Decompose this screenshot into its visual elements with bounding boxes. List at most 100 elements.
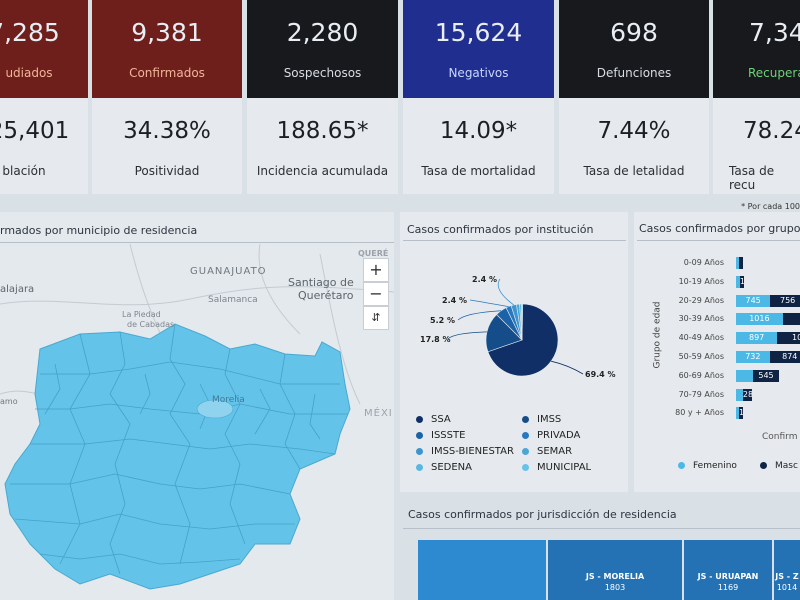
stat-value: 7,285 [0, 18, 60, 47]
label-queretaro-city-line1: Santiago de [288, 276, 354, 289]
stat-value: 9,381 [131, 18, 203, 47]
kpi-label: Tasa de recu [729, 164, 775, 192]
age-bar-masculino[interactable]: 756 [770, 294, 800, 307]
legend-swatch [522, 447, 529, 455]
stat-label: Recupera [748, 66, 800, 80]
jurisdiction-title-underline [403, 528, 800, 529]
legend-label: MUNICIPAL [537, 462, 592, 473]
age-bar-masculino[interactable]: 1085 [777, 332, 800, 345]
legend-item-imss-bienestar[interactable]: IMSS-BIENESTAR [416, 446, 514, 457]
label-queretaro-city: Santiago de Querétaro [288, 276, 357, 302]
label-piedad-line1: La Piedad [122, 310, 161, 319]
age-bar-femenino[interactable] [736, 369, 754, 382]
legend-item-municipal[interactable]: MUNICIPAL [522, 462, 591, 473]
lake-shape [196, 399, 234, 419]
kpi-label: blación [2, 164, 46, 178]
jurisdiction-value: 1803 [604, 583, 626, 592]
age-bar-femenino[interactable]: 1016 [736, 313, 783, 326]
legend-item-semar[interactable]: SEMAR [522, 446, 572, 457]
pie-leader-line [447, 331, 487, 340]
legend-item-privada[interactable]: PRIVADA [522, 430, 580, 441]
age-group-label: 30-39 Años [678, 314, 724, 324]
footnote: * Por cada 100 [741, 202, 800, 211]
age-bar-femenino[interactable] [736, 407, 739, 420]
legend-item-sedena[interactable]: SEDENA [416, 462, 472, 473]
legend-label: Masc [775, 461, 798, 471]
stat-card-negativos: 15,624 Negativos [403, 0, 554, 98]
jurisdiction-tile[interactable]: JS - Z 1014 [774, 540, 800, 600]
age-bar-femenino[interactable]: 745 [736, 294, 771, 307]
age-title: Casos confirmados por grupo [639, 222, 800, 235]
stat-card-sospechosos: 2,280 Sospechosos [247, 0, 398, 98]
label-queretaro-city-line2: Querétaro [298, 289, 354, 302]
label-morelia: Morelia [212, 395, 245, 405]
jurisdiction-tile[interactable]: JS - MORELIA 1803 [548, 540, 682, 600]
label-salamanca: Salamanca [208, 295, 258, 305]
age-group-label: 80 y + Años [675, 408, 724, 418]
legend-swatch [522, 431, 529, 439]
age-x-label: Confirm [762, 432, 798, 442]
zoom-in-button[interactable]: + [363, 258, 389, 282]
age-bar-femenino[interactable]: 732 [736, 351, 770, 363]
age-bar-masculino[interactable]: 13 [739, 407, 743, 420]
map-title: rmados por municipio de residencia [0, 224, 198, 237]
pie-leader-line [551, 360, 584, 375]
age-bar-masculino[interactable]: 16 [739, 275, 745, 288]
legend-swatch [522, 415, 529, 423]
jurisdiction-title: Casos confirmados por jurisdicción de re… [408, 508, 677, 521]
stat-label: Defunciones [596, 66, 672, 80]
label-jalajara: alajara [0, 284, 34, 295]
age-bar-masculino[interactable]: 874 [769, 351, 800, 363]
jurisdiction-tile[interactable]: JS - URUAPAN 1169 [684, 540, 772, 600]
legend-label: SEDENA [431, 462, 473, 473]
zoom-out-button[interactable]: − [363, 282, 389, 306]
kpi-label: Tasa de mortalidad [421, 164, 536, 178]
legend-swatch [760, 462, 767, 469]
legend-swatch [416, 415, 423, 423]
age-group-label: 50-59 Años [678, 352, 724, 361]
age-bar-femenino[interactable] [736, 275, 740, 288]
map-title-underline [0, 242, 394, 243]
stat-label: Sospechosos [283, 66, 362, 80]
age-group-label: 10-19 Años [678, 276, 724, 286]
legend-label: IMSS [537, 414, 562, 425]
jurisdiction-name: JS - URUAPAN [697, 572, 759, 581]
legend-item-issste[interactable]: ISSSTE [416, 430, 465, 441]
age-legend-item-femenino[interactable]: Femenino [678, 461, 737, 471]
age-bar-masculino[interactable]: 28 [742, 388, 753, 401]
stat-card-confirmados: 9,381 Confirmados [92, 0, 242, 98]
kpi-value: 25,401 [0, 118, 70, 144]
age-bar-masculino[interactable] [739, 257, 743, 269]
age-bar-masculino[interactable]: 117 [782, 313, 800, 326]
kpi-label: Positividad [134, 164, 200, 178]
stat-label: udiados [5, 66, 53, 80]
legend-item-ssa[interactable]: SSA [416, 414, 451, 425]
reset-north-button[interactable]: ⇵ [363, 306, 389, 330]
jurisdiction-name: JS - MORELIA [585, 572, 645, 581]
stat-card-recuperados: 7,34 Recupera [713, 0, 800, 98]
age-bar-femenino[interactable] [736, 388, 743, 401]
institution-title: Casos confirmados por institución [407, 223, 594, 236]
stat-value: 15,624 [434, 18, 523, 47]
legend-label: SEMAR [537, 446, 573, 457]
institution-pie-chart[interactable]: 69.4 % 17.8 % 5.2 % 2.4 % 2.4 % [400, 260, 628, 400]
kpi-card-letalidad: 7.44% Tasa de letalidad [559, 98, 709, 194]
label-piedad-line2: de Cabadas [127, 320, 174, 329]
age-bar-femenino[interactable] [736, 257, 739, 269]
stat-label: Confirmados [129, 66, 205, 80]
stat-card-estudiados: 7,285 udiados [0, 0, 88, 98]
legend-item-imss[interactable]: IMSS [522, 414, 561, 425]
jurisdiction-tile[interactable] [418, 540, 546, 600]
legend-label: PRIVADA [537, 430, 581, 441]
pie-data-label: 17.8 % [420, 335, 451, 344]
age-group-label: 20-29 Años [678, 295, 724, 305]
pie-leader-line [497, 278, 514, 306]
legend-swatch [416, 431, 423, 439]
stat-value: 698 [610, 18, 658, 47]
legend-swatch [416, 447, 423, 455]
age-bar-femenino[interactable]: 897 [736, 332, 778, 345]
age-group-label: 60-69 Años [678, 370, 724, 380]
age-bar-masculino[interactable]: 545 [753, 369, 779, 382]
age-legend-item-masc[interactable]: Masc [760, 461, 798, 471]
municipality-map[interactable]: GUANAJUATO Santiago de Querétaro Salaman… [0, 244, 394, 600]
